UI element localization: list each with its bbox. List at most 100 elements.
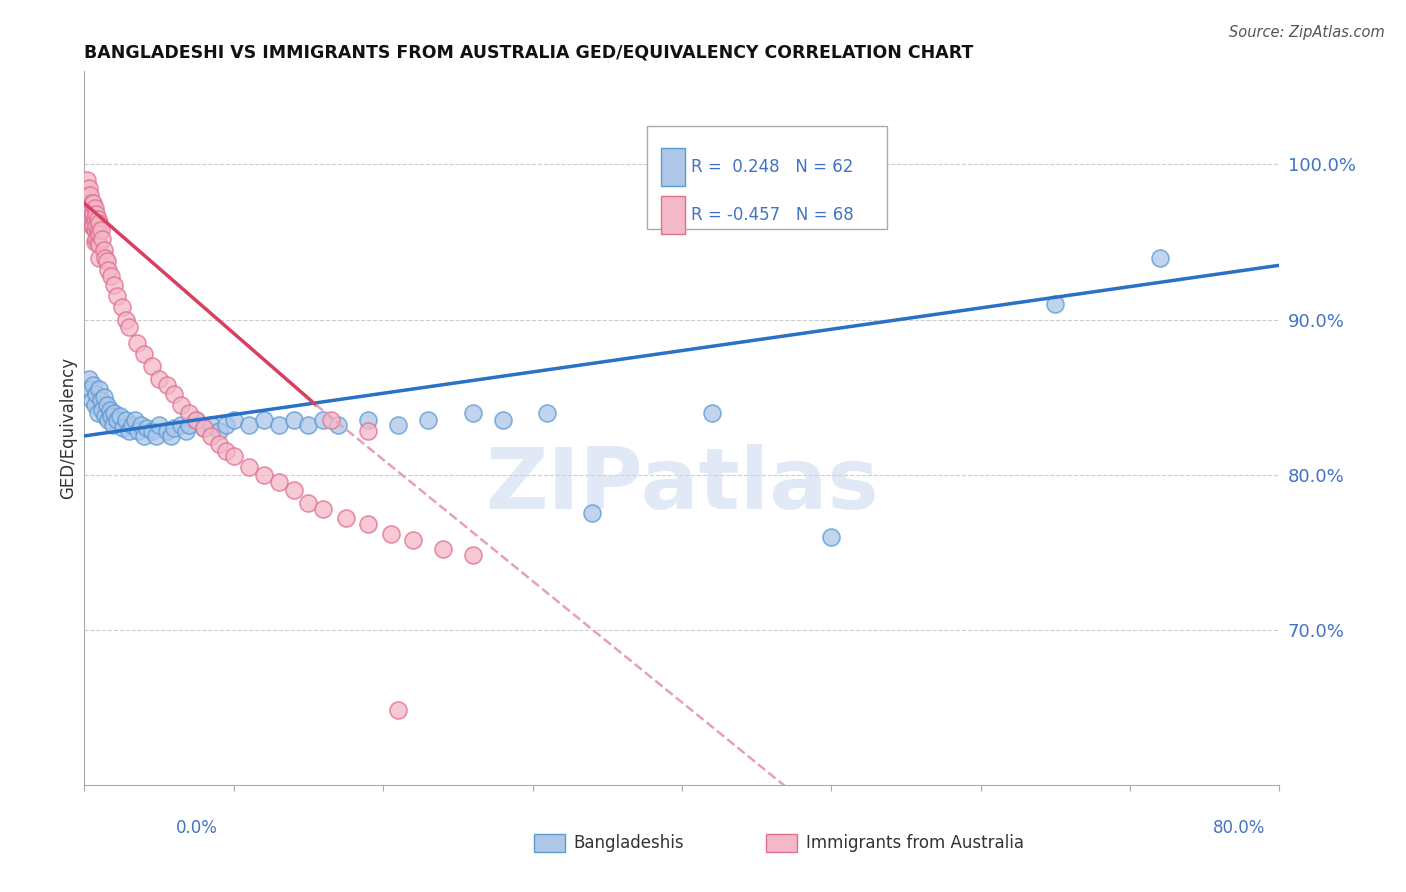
Point [94,409,117,423]
Point [267,475,290,490]
Point [101,418,124,433]
Point [200,429,222,443]
Point [83,201,105,215]
Point [297,495,319,509]
Point [357,413,380,427]
Point [110,409,132,423]
Point [312,501,335,516]
Point [125,335,148,350]
Point [90,222,112,236]
Point [141,424,163,438]
Text: 80.0%: 80.0% [1213,819,1265,837]
Point [145,429,167,443]
Point [238,459,260,474]
Point [76,173,98,187]
Point [148,371,170,385]
Point [100,269,122,284]
Point [222,449,245,463]
Point [132,347,156,361]
Text: R = -0.457   N = 68: R = -0.457 N = 68 [692,206,853,224]
Point [96,253,118,268]
Point [148,418,170,433]
Point [82,207,104,221]
Point [160,429,183,443]
Text: Bangladeshis: Bangladeshis [574,834,685,852]
Point [89,227,111,242]
Point [253,413,276,427]
Text: Source: ZipAtlas.com: Source: ZipAtlas.com [1229,25,1385,40]
Point [83,235,105,249]
Point [193,421,215,435]
Point [461,549,484,563]
Point [492,413,515,427]
Point [100,409,122,423]
Point [105,289,128,303]
Point [118,320,141,334]
Point [76,188,98,202]
Point [89,216,111,230]
Point [177,418,200,433]
Point [94,251,117,265]
Y-axis label: GED/Equivalency: GED/Equivalency [59,357,77,500]
Point [215,444,238,458]
Point [79,188,101,202]
Point [83,211,105,226]
Point [97,263,120,277]
Point [87,222,110,236]
Point [193,421,215,435]
Point [87,406,110,420]
Point [93,390,115,404]
Point [136,421,159,435]
Point [141,359,163,373]
Point [96,398,118,412]
Point [118,424,141,438]
Point [200,418,222,433]
Point [357,517,380,532]
Point [155,424,177,438]
Point [105,413,128,427]
Point [174,424,197,438]
Point [416,413,439,427]
Point [82,196,104,211]
Point [82,219,104,234]
Point [283,413,305,427]
Point [86,387,108,401]
Point [380,526,402,541]
Text: BANGLADESHI VS IMMIGRANTS FROM AUSTRALIA GED/EQUIVALENCY CORRELATION CHART: BANGLADESHI VS IMMIGRANTS FROM AUSTRALIA… [84,44,974,62]
Point [155,377,177,392]
Point [177,406,200,420]
Point [163,387,186,401]
Point [328,418,350,433]
Point [86,219,108,234]
Point [121,418,143,433]
Point [387,418,409,433]
Point [98,402,121,417]
Point [432,542,454,557]
Point [319,413,342,427]
Point [402,533,425,547]
Point [86,207,108,221]
Point [186,413,208,427]
Point [127,424,149,438]
Point [124,413,146,427]
Point [700,406,723,420]
Point [89,383,111,397]
Point [87,211,110,226]
Point [77,204,100,219]
Point [115,413,138,427]
Point [208,436,231,450]
Point [208,424,231,438]
Point [80,207,103,221]
Point [186,413,208,427]
Point [170,398,193,412]
Point [89,251,111,265]
Point [111,300,134,314]
Text: 0.0%: 0.0% [176,819,218,837]
Point [77,371,100,385]
Point [86,232,108,246]
Point [222,413,245,427]
Point [387,704,409,718]
Point [91,232,114,246]
Point [170,418,193,433]
Point [267,418,290,433]
